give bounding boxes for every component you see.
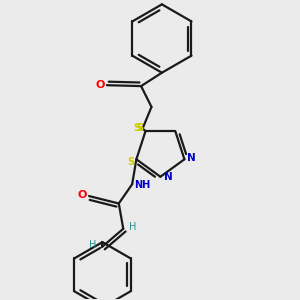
Text: H: H [129, 222, 136, 232]
Text: H: H [89, 240, 97, 250]
Text: S: S [133, 123, 141, 133]
Text: S: S [136, 123, 144, 133]
Text: N: N [188, 153, 196, 163]
Text: NH: NH [134, 180, 150, 190]
Text: O: O [78, 190, 87, 200]
Text: N: N [164, 172, 173, 182]
Text: S: S [128, 157, 135, 167]
Text: O: O [96, 80, 105, 90]
